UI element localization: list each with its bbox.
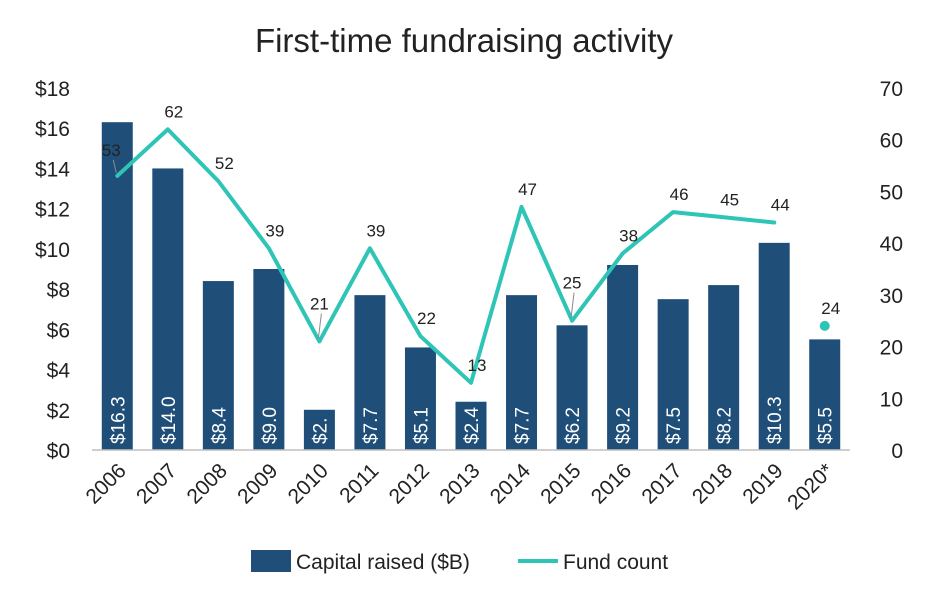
- bar-value-label: $9.0: [260, 407, 281, 444]
- right-axis: 0 10 20 30 40 50 60 70: [880, 78, 903, 463]
- bar-value-label: $7.5: [664, 407, 685, 444]
- fund-count-label: 39: [265, 221, 284, 240]
- legend: Capital raised ($B) Fund count: [251, 550, 668, 574]
- left-axis-tick-label: $4: [47, 360, 71, 383]
- bar: [152, 168, 184, 450]
- fund-count-label: 44: [771, 195, 790, 214]
- label-leader-line: [112, 159, 117, 174]
- left-axis-tick-label: $6: [47, 319, 70, 342]
- x-axis-tick-label: 2020*: [783, 459, 838, 514]
- fund-count-label: 47: [518, 180, 537, 199]
- x-axis-tick-label: 2016: [587, 459, 636, 508]
- legend-label-capital: Capital raised ($B): [296, 551, 470, 574]
- bar: [202, 281, 234, 450]
- x-axis-tick-label: 2014: [486, 459, 536, 509]
- right-axis-tick-label: 20: [880, 337, 903, 360]
- fund-count-label: 38: [619, 226, 638, 245]
- bar-value-label: $14.0: [159, 396, 180, 444]
- left-axis-tick-label: $16: [35, 118, 70, 141]
- right-axis-tick-label: 70: [880, 78, 903, 101]
- bar: [253, 269, 285, 450]
- x-axis-tick-label: 2007: [132, 459, 181, 508]
- left-axis-tick-label: $10: [35, 239, 70, 262]
- fund-count-label: 52: [215, 154, 234, 173]
- left-axis-tick-label: $0: [47, 440, 70, 463]
- bar-value-label: $9.2: [614, 407, 635, 444]
- bar-value-label: $8.4: [209, 407, 230, 444]
- chart-title: First-time fundraising activity: [255, 22, 674, 59]
- right-axis-tick-label: 60: [880, 130, 903, 153]
- fund-count-label: 21: [310, 294, 329, 313]
- bar-series: $16.3 $14.0 $8.4 $9.0 $2. $7.7 $5.1 $2.4 $7.7 $6.…: [101, 122, 841, 450]
- fund-count-label: 39: [366, 221, 385, 240]
- x-axis: 2006 2007 2008 2009 2010 2011 2012 2013 2014 2015…: [82, 449, 850, 514]
- bar: [404, 347, 436, 450]
- bar-value-label: $16.3: [108, 396, 129, 444]
- bar-value-label: $6.2: [563, 407, 584, 444]
- bar: [607, 264, 639, 450]
- fund-count-label: 45: [720, 190, 739, 209]
- left-axis: $0 $2 $4 $6 $8 $10 $12 $14 $16 $18: [35, 78, 70, 463]
- left-axis-tick-label: $14: [35, 158, 70, 181]
- right-axis-tick-label: 50: [880, 181, 903, 204]
- x-axis-tick-label: 2008: [183, 459, 232, 508]
- fund-count-line: [115, 127, 777, 385]
- bar-value-label: $7.7: [513, 407, 534, 444]
- bar: [455, 401, 487, 450]
- bar: [556, 325, 588, 450]
- left-axis-tick-label: $18: [35, 78, 70, 101]
- x-axis-tick-label: 2006: [82, 459, 131, 508]
- legend-label-fund-count: Fund count: [563, 551, 668, 574]
- x-axis-tick-label: 2009: [233, 459, 282, 508]
- bar: [809, 339, 841, 450]
- left-axis-tick-label: $8: [47, 279, 70, 302]
- fund-count-label: 62: [164, 102, 183, 121]
- left-axis-tick-label: $2: [47, 400, 70, 423]
- bar-value-label: $7.7: [361, 407, 382, 444]
- bar: [758, 242, 790, 450]
- fund-count-point: [819, 320, 830, 331]
- right-axis-tick-label: 40: [880, 233, 903, 256]
- line-series: 53 62 52 39 21 39 22 13 47 25 38 46 45 44 24: [102, 102, 840, 385]
- x-axis-tick-label: 2011: [335, 459, 383, 507]
- x-axis-tick-label: 2018: [688, 459, 737, 508]
- fund-count-label: 53: [102, 141, 121, 160]
- fund-count-label: 24: [821, 299, 840, 318]
- x-axis-tick-label: 2013: [435, 459, 484, 508]
- right-axis-tick-label: 10: [880, 388, 903, 411]
- x-axis-tick-label: 2015: [536, 459, 585, 508]
- x-axis-tick-label: 2017: [637, 459, 686, 508]
- right-axis-tick-label: 0: [891, 440, 903, 463]
- bar-value-label: $2.4: [462, 407, 483, 444]
- label-leader-line: [570, 292, 575, 318]
- bar-value-label: $8.2: [715, 407, 736, 444]
- fund-count-label: 13: [468, 356, 487, 375]
- left-axis-tick-label: $12: [35, 199, 70, 222]
- bar: [354, 295, 386, 450]
- legend-swatch-capital: [251, 550, 291, 572]
- label-leader-line: [317, 313, 322, 339]
- bar-value-label: $5.1: [411, 407, 432, 444]
- bar: [506, 295, 538, 450]
- fund-count-label: 46: [670, 185, 689, 204]
- bar-value-label: $10.3: [765, 396, 786, 444]
- x-axis-tick-label: 2012: [385, 459, 434, 508]
- right-axis-tick-label: 30: [880, 285, 903, 308]
- fund-count-label: 25: [563, 274, 582, 293]
- bar: [708, 285, 740, 450]
- x-axis-tick-label: 2010: [284, 459, 333, 508]
- bar-value-label: $5.5: [816, 407, 837, 444]
- x-axis-tick-label: 2019: [738, 459, 787, 508]
- bar: [657, 299, 689, 450]
- fund-count-label: 22: [417, 309, 436, 328]
- bar-value-label: $2.: [310, 418, 331, 444]
- bar: [303, 409, 335, 450]
